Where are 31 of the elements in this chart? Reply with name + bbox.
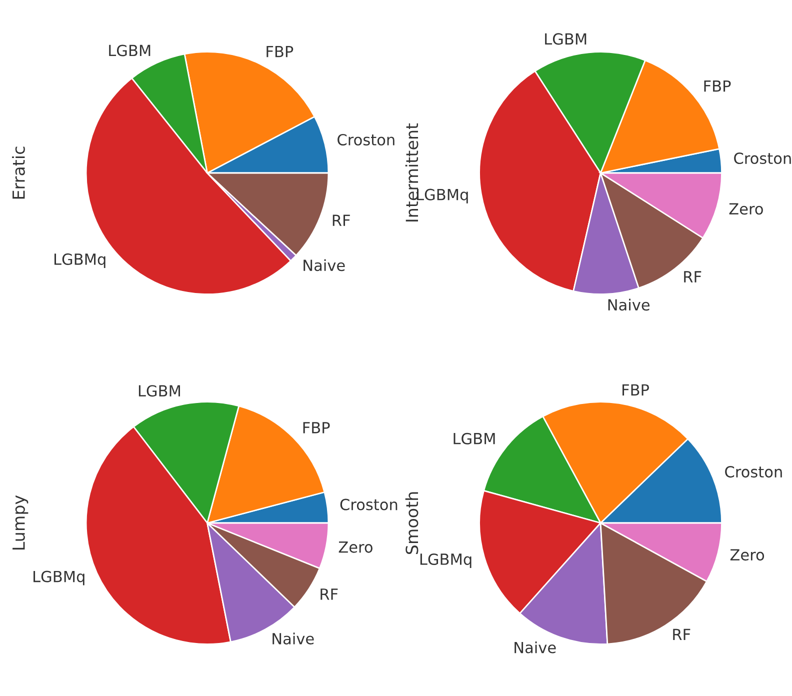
slice-label: Naive (608, 298, 650, 311)
text: Smooth (405, 492, 418, 554)
slice-label: Croston (725, 466, 782, 478)
slice-label: RF (332, 214, 350, 226)
slice-label: Croston (340, 498, 398, 510)
slice-label: LGBM (138, 385, 180, 397)
slice-label: Naive (304, 259, 345, 272)
slice-label: FBP (266, 46, 294, 58)
text: Lumpy (12, 495, 28, 550)
slice-label: LGBM (109, 44, 150, 56)
slice-label: LGBMq (34, 570, 84, 586)
slice-label: Naive (514, 641, 556, 654)
slice-label: LGBMq (420, 553, 472, 568)
slice-label: Croston (734, 152, 791, 164)
slice-label: Naive (272, 632, 314, 644)
slice-label: Zero (730, 549, 764, 561)
slice-label: RF (673, 628, 690, 640)
slice-label: FBP (704, 80, 731, 92)
text: Intermittent (405, 123, 418, 222)
slice-label: Croston (338, 134, 394, 146)
slice-label: LGBMq (54, 253, 106, 268)
slice-label: RF (320, 588, 338, 600)
slice-label: RF (684, 271, 702, 282)
slice-label: Zero (338, 541, 372, 553)
slice-label: FBP (303, 422, 330, 434)
slice-label: FBP (622, 384, 649, 396)
slice-label: LGBM (454, 432, 495, 444)
slice-label: LGBMq (417, 188, 468, 204)
slice-label: LGBM (545, 33, 586, 45)
text: Erratic (12, 146, 25, 199)
slice-label: Zero (729, 203, 763, 215)
